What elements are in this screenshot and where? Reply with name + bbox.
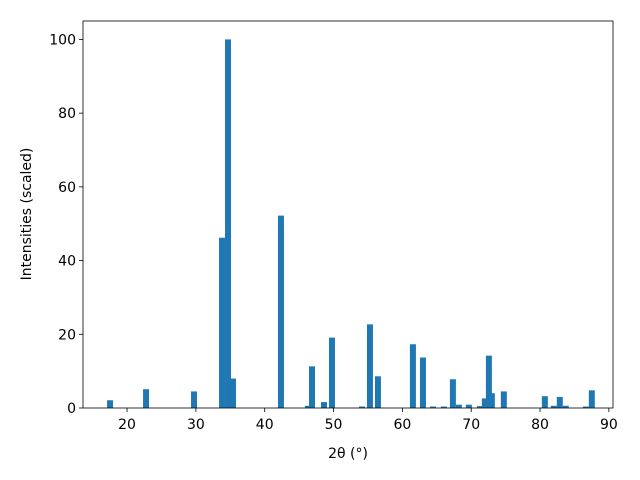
bar <box>455 404 462 408</box>
y-axis-label: Intensities (scaled) <box>19 148 35 281</box>
bar <box>107 400 114 408</box>
x-tick-label: 50 <box>325 417 343 433</box>
bar <box>485 355 492 408</box>
plot-frame <box>82 20 614 409</box>
y-tick-label: 20 <box>58 327 76 343</box>
y-tick-label: 100 <box>49 32 76 48</box>
bar <box>588 390 595 408</box>
bar <box>562 405 569 408</box>
y-tick-label: 60 <box>58 180 76 196</box>
bar <box>277 215 284 408</box>
x-tick-label: 60 <box>393 417 411 433</box>
bar <box>556 396 563 408</box>
y-tick-label: 80 <box>58 106 76 122</box>
bar <box>419 357 426 408</box>
bar <box>429 406 436 408</box>
bar <box>219 237 226 408</box>
bar <box>481 398 488 408</box>
bar <box>550 405 557 408</box>
bar <box>304 405 311 408</box>
bar <box>409 344 416 408</box>
bar <box>320 402 327 408</box>
bar <box>328 337 335 408</box>
bar <box>476 406 483 408</box>
bar <box>440 406 447 408</box>
x-tick-label: 70 <box>462 417 480 433</box>
bar <box>582 406 589 408</box>
bar <box>358 406 365 408</box>
bar <box>366 324 373 408</box>
bar <box>143 389 150 408</box>
y-tick-label: 40 <box>58 254 76 270</box>
bar <box>465 404 472 408</box>
x-tick-label: 90 <box>600 417 618 433</box>
x-tick-label: 80 <box>531 417 549 433</box>
bar <box>225 39 232 409</box>
bar <box>488 393 495 408</box>
x-axis-label: 2θ (°) <box>328 446 368 462</box>
bar <box>191 391 198 408</box>
bar <box>449 379 456 408</box>
bar <box>374 376 381 408</box>
x-tick-label: 20 <box>118 417 136 433</box>
bar <box>229 378 236 408</box>
x-tick-label: 30 <box>187 417 205 433</box>
x-tick-label: 40 <box>256 417 274 433</box>
bar <box>500 391 507 408</box>
y-tick-label: 0 <box>67 401 76 417</box>
bar <box>309 366 315 408</box>
bar <box>541 396 548 408</box>
